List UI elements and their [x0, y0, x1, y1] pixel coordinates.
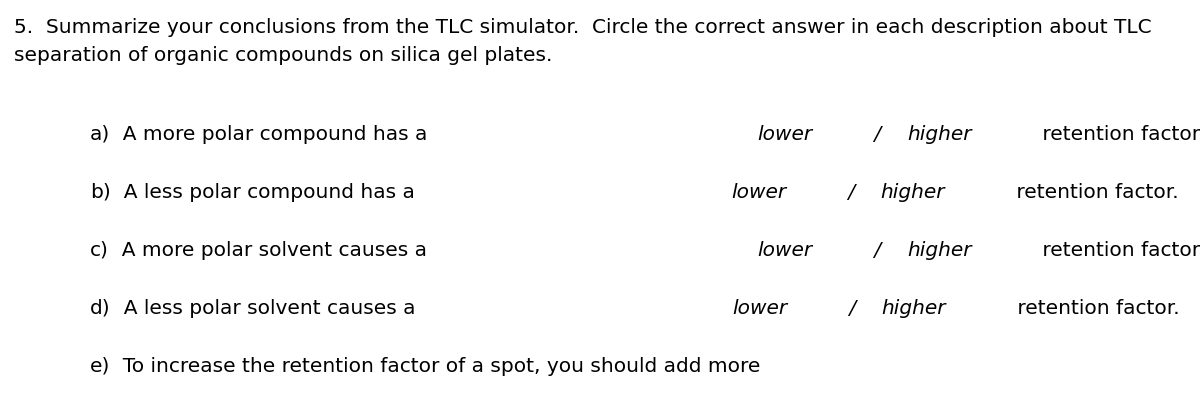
Text: /: /: [841, 183, 862, 202]
Text: higher: higher: [881, 183, 946, 202]
Text: separation of organic compounds on silica gel plates.: separation of organic compounds on silic…: [14, 46, 552, 65]
Text: retention factor.: retention factor.: [1036, 241, 1200, 260]
Text: higher: higher: [882, 299, 946, 318]
Text: higher: higher: [907, 125, 972, 144]
Text: c): c): [90, 241, 109, 260]
Text: lower: lower: [732, 299, 787, 318]
Text: /: /: [868, 125, 888, 144]
Text: lower: lower: [757, 241, 812, 260]
Text: A less polar compound has a: A less polar compound has a: [110, 183, 421, 202]
Text: A more polar solvent causes a: A more polar solvent causes a: [109, 241, 433, 260]
Text: /: /: [842, 299, 862, 318]
Text: /: /: [868, 241, 887, 260]
Text: b): b): [90, 183, 110, 202]
Text: lower: lower: [731, 183, 786, 202]
Text: To increase the retention factor of a spot, you should add more: To increase the retention factor of a sp…: [110, 357, 767, 376]
Text: retention factor.: retention factor.: [1009, 183, 1178, 202]
Text: d): d): [90, 299, 110, 318]
Text: 5.  Summarize your conclusions from the TLC simulator.  Circle the correct answe: 5. Summarize your conclusions from the T…: [14, 18, 1152, 37]
Text: retention factor.: retention factor.: [1010, 299, 1180, 318]
Text: retention factor.: retention factor.: [1036, 125, 1200, 144]
Text: lower: lower: [757, 125, 812, 144]
Text: higher: higher: [907, 241, 971, 260]
Text: e): e): [90, 357, 110, 376]
Text: a): a): [90, 125, 110, 144]
Text: A less polar solvent causes a: A less polar solvent causes a: [110, 299, 421, 318]
Text: A more polar compound has a: A more polar compound has a: [110, 125, 434, 144]
